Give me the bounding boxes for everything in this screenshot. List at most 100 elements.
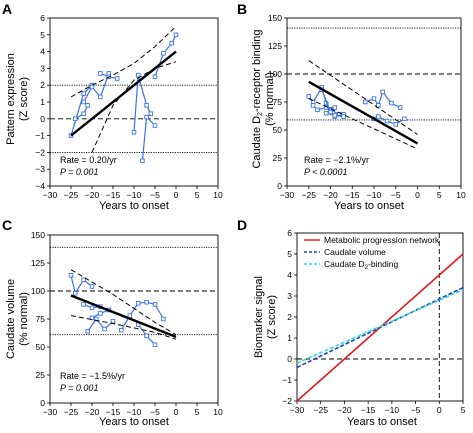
panel-b-subject-point [310, 103, 316, 108]
panel-b-ci-upper [308, 60, 418, 135]
panel-b-subject-point [393, 122, 399, 127]
panel-d-ytick-label-5: 3 [287, 291, 292, 301]
panel-b-xtick-label-0: −30 [280, 190, 295, 200]
panel-a-subject-line-4 [133, 74, 152, 133]
panel-b-xtick-label-3: −15 [345, 190, 360, 200]
panel-d-series-2 [296, 288, 464, 364]
panel-a-xtick-label-8: 10 [213, 190, 223, 200]
panel-c-xtick-label-2: −20 [85, 407, 100, 417]
panel-c-ci-upper [70, 269, 177, 336]
panel-b-rate: Rate = −2.1%/yr [304, 155, 369, 165]
panel-c-ytick-label-2: 50 [36, 342, 46, 352]
panel-label-d: D [237, 217, 247, 233]
panel-b-xtick-label-7: 5 [437, 190, 442, 200]
panel-b-pvalue: P < 0.0001 [304, 167, 347, 177]
panel-c-xtick-label-0: −30 [43, 407, 58, 417]
panel-d-xtick-label-5: −5 [411, 405, 421, 415]
panel-c-subject-point [81, 277, 86, 283]
panel-c-subject-point [110, 318, 116, 324]
panel-a-subject-point [89, 84, 95, 90]
panel-a-ytick-label-8: 4 [40, 47, 45, 57]
panel-b-ylabel-line1: Caudate D2-receptor binding [251, 29, 264, 168]
panel-a-subject-point [173, 32, 179, 38]
panel-a-subject-point [135, 72, 141, 78]
panel-d-ylabel-line2: (Z score) [266, 295, 278, 339]
panel-a-xtick-label-5: −5 [150, 190, 160, 200]
panel-b-subject-point [306, 94, 312, 99]
panel-a-ytick-label-7: 3 [40, 63, 45, 73]
panel-b-ytick-label-5: 125 [268, 41, 282, 51]
panel-b-ytick-label-4: 100 [268, 69, 282, 79]
panel-a-ytick-label-1: −3 [35, 164, 45, 174]
panel-a-ci-lower [91, 61, 177, 153]
panel-a-ytick-label-5: 1 [40, 97, 45, 107]
panel-b-subject-point [363, 99, 368, 105]
panel-a-xtick-label-4: −10 [127, 190, 142, 200]
panel-label-c: C [2, 217, 12, 233]
panel-c-xtick-label-1: −25 [64, 407, 79, 417]
panel-a-xtick-label-6: 0 [174, 190, 179, 200]
panel-a-regression-line [70, 50, 177, 137]
panel-d-ytick-label-1: −1 [282, 375, 292, 385]
panel-b-subject-point [341, 114, 346, 119]
panel-a-ytick-label-2: −2 [35, 147, 45, 157]
panel-b-subject-point [389, 100, 394, 106]
panel-b-subject-point [315, 107, 320, 113]
panel-c-subject-point [68, 273, 74, 278]
panel-c: C −30 −25 −20 −15 −10 −5 0 5 100255075100125150 … [2, 217, 223, 428]
panel-c-ytick-label-3: 75 [36, 314, 46, 324]
panel-a-ci-upper [70, 26, 177, 98]
panel-label-a: A [2, 1, 12, 17]
panel-a-ytick-label-6: 2 [40, 80, 45, 90]
panel-c-subject-point [102, 326, 107, 332]
panel-a-subject-point [140, 158, 145, 164]
panel-a-xtick-label-3: −15 [106, 190, 121, 200]
panel-c-subject-point [161, 316, 166, 322]
panel-c-subject-line-0 [70, 275, 93, 295]
panel-c-subject-point [85, 329, 91, 334]
panel-a-subject-point [98, 71, 103, 76]
panel-b-subject-point [323, 105, 329, 110]
panel-b-xtick-label-4: −10 [367, 190, 382, 200]
panel-a-subject-point [144, 103, 149, 108]
panel-b-subject-line-4 [365, 90, 401, 109]
panel-b-subject-point [332, 113, 338, 118]
panel-a-subject-point [72, 116, 78, 122]
panel-c-xtick-label-5: −5 [150, 407, 160, 417]
panel-d-ytick-label-3: 1 [287, 333, 292, 343]
panel-b-ytick-label-1: 25 [273, 153, 283, 163]
panel-d-xtick-label-2: −20 [337, 405, 352, 415]
panel-a-ytick-label-4: 0 [40, 114, 45, 124]
panel-a-ylabel-line2: (Z score) [18, 77, 30, 121]
panel-c-ytick-label-1: 25 [36, 370, 46, 380]
panel-c-subject-point [98, 311, 103, 316]
panel-c-ylabel-line2: (% normal) [18, 292, 30, 346]
panel-c-subject-point [135, 301, 141, 306]
panel-a-ytick-label-0: −4 [35, 181, 45, 191]
panel-d-ylabel-line1: Biomarker signal [253, 276, 265, 358]
panel-a-subject-point [98, 94, 103, 100]
panel-a-subject-point [169, 40, 175, 46]
panel-b-ytick-label-0: 0 [277, 181, 282, 191]
panel-b-subject-point [402, 116, 407, 122]
panel-c-ylabel-line1: Caudate volume [5, 279, 17, 359]
panel-c-ytick-label-0: 0 [40, 398, 45, 408]
panel-a-rate: Rate = 0.20/yr [60, 155, 117, 165]
panel-a-subject-point [161, 51, 166, 56]
panel-b: B −30 −25 −20 −15 −10 −5 0 5 100255075100125150 … [237, 1, 466, 212]
panel-b-ytick-label-6: 150 [268, 13, 282, 23]
panel-c-rate: Rate = −1.5%/yr [60, 371, 125, 381]
panel-d-xtick-label-6: 0 [437, 405, 442, 415]
panel-b-xtick-label-8: 10 [456, 190, 466, 200]
panel-b-subject-point [323, 110, 329, 116]
panel-c-subject-point [72, 290, 78, 296]
panel-b-subject-point [397, 105, 403, 110]
panel-b-xlabel: Years to onset [334, 200, 404, 212]
panel-b-subject-point [376, 103, 381, 108]
panel-c-subject-point [89, 284, 95, 289]
